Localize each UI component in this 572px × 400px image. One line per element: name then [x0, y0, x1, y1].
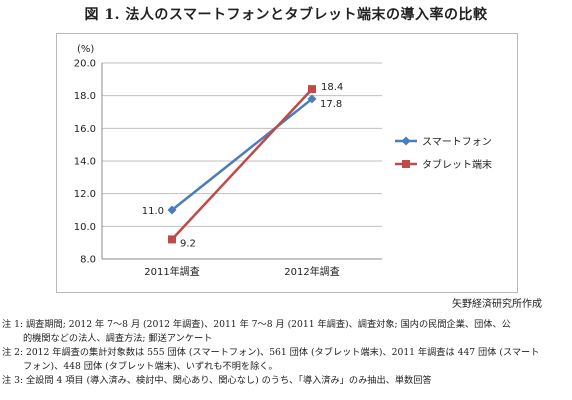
data-label: 9.2: [180, 238, 196, 249]
note-2-line-1: 注 2: 2012 年調査の集計対象数は 555 団体 (スマートフォン)、56…: [2, 347, 540, 358]
y-tick-label: 16.0: [74, 124, 96, 135]
data-label: 17.8: [320, 99, 342, 110]
chart-area: 8.0 10.0 12.0 14.0 16.0 18.0 20.0 (%) 2011年調査 201…: [56, 33, 518, 293]
footnotes: 注 1: 調査期間; 2012 年 7〜8 月 (2012 年調査)、2011 …: [2, 318, 568, 388]
legend-marker: [402, 160, 410, 168]
y-axis-label: (%): [77, 44, 94, 55]
note-1-line-1: 注 1: 調査期間; 2012 年 7〜8 月 (2012 年調査)、2011 …: [2, 319, 511, 330]
y-tick-label: 18.0: [74, 91, 96, 102]
x-tick-label: 2011年調査: [144, 265, 199, 278]
y-tick-label: 8.0: [80, 255, 96, 266]
note-1-line-2: 的機関などの法人、調査方法; 郵送アンケート: [23, 333, 213, 344]
x-tick-label: 2012年調査: [284, 265, 339, 278]
series-line-0: [171, 97, 313, 211]
chart-title: 図 1. 法人のスマートフォンとタブレット端末の導入率の比較: [84, 7, 488, 23]
series-line-1: [171, 88, 313, 241]
data-label: 18.4: [321, 82, 343, 93]
legend-marker: [401, 136, 411, 146]
source-credit: 矢野経済研究所作成: [452, 299, 542, 310]
data-point-marker: [308, 85, 316, 94]
note-3: 注 3: 全設問 4 項目 (導入済み、検討中、関心あり、関心なし) のうち、「…: [2, 375, 432, 386]
y-tick-label: 10.0: [74, 222, 96, 233]
legend-label: スマートフォン: [422, 137, 492, 148]
data-point-marker: [307, 94, 317, 104]
y-tick-label: 14.0: [74, 157, 96, 168]
y-tick-label: 12.0: [74, 189, 96, 200]
data-point-marker: [167, 205, 177, 215]
line-chart: 8.0 10.0 12.0 14.0 16.0 18.0 20.0 (%) 2011年調査 201…: [74, 44, 492, 278]
y-tick-label: 20.0: [74, 59, 96, 70]
legend-label: タブレット端末: [422, 158, 492, 171]
note-2-line-2: フォン)、448 団体 (タブレット端末)、いずれも不明を除く。: [23, 361, 278, 372]
data-label: 11.0: [142, 206, 164, 217]
data-point-marker: [168, 235, 176, 244]
